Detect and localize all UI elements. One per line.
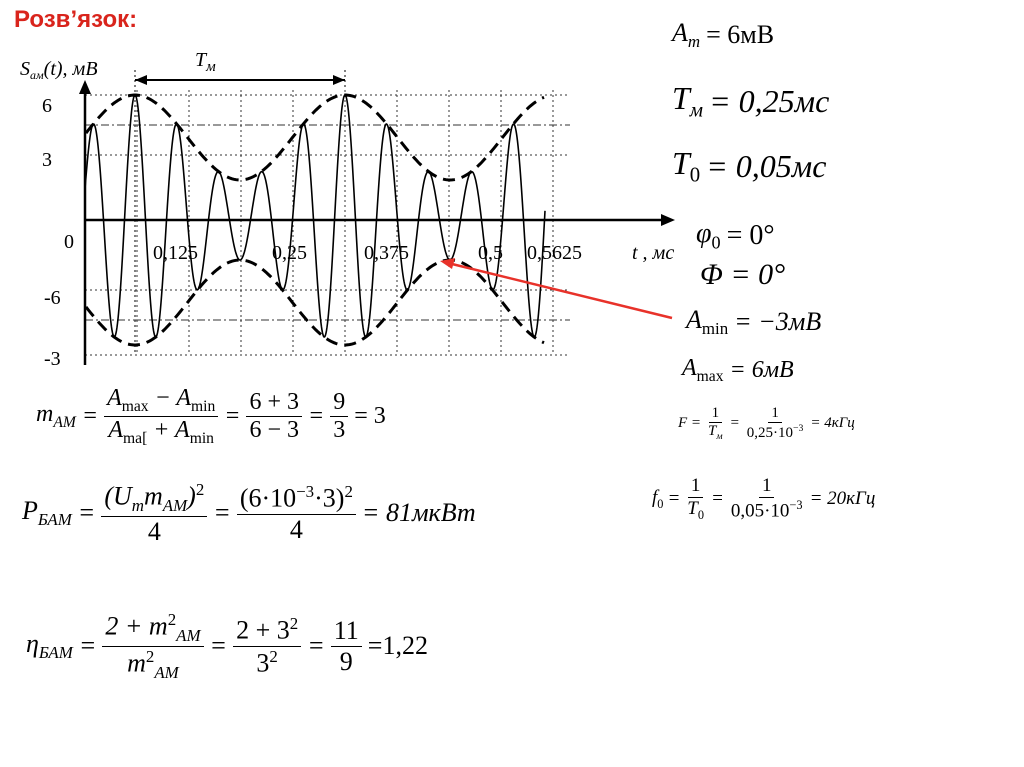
title: Розв’язок: [14, 6, 138, 33]
y-arrow [79, 80, 91, 94]
signal [84, 93, 546, 338]
envelope [84, 258, 545, 347]
formula: Tм = 0,25мс [672, 80, 830, 122]
y-label: Sам(t), мВ [20, 58, 98, 82]
y-tick-label: -3 [44, 348, 61, 370]
formula: ηБАМ = 2 + m2AM m2AM = 2 + 32 32 = 11 9 =1,22 [26, 610, 428, 682]
x-tick-label: 0,125 [153, 242, 198, 264]
y-tick-label: -6 [44, 287, 61, 309]
formula: Φ = 0° [700, 258, 786, 291]
plot: Sам(t), мВ Tм 6 3 0 -6 -3 0,125 0,25 0,3… [20, 49, 675, 370]
formula: F = 1 Tм = 1 0,25·10−3 = 4кГц [678, 405, 855, 442]
formula: f0 = 1 T0 = 1 0,05·10−3 = 20кГц [652, 475, 876, 522]
formula: Amax = 6мВ [682, 355, 794, 385]
y-tick-label: 6 [42, 95, 52, 117]
x-axis-label: t , мс [632, 242, 674, 264]
x-tick-label: 0,5625 [527, 242, 582, 264]
formula: φ0 = 0° [696, 218, 775, 253]
period-label: Tм [195, 49, 216, 75]
x-tick-label: 0,5 [478, 242, 503, 264]
y-tick-label: 0 [64, 231, 74, 253]
x-tick-label: 0,25 [272, 242, 307, 264]
x-arrow [661, 214, 675, 226]
formula: T0 = 0,05мс [672, 145, 827, 187]
x-tick-label: 0,375 [364, 242, 409, 264]
formula: Amin = −3мВ [686, 305, 822, 339]
formula: Am = 6мВ [672, 18, 775, 52]
envelope [84, 93, 545, 182]
y-tick-label: 3 [42, 149, 52, 171]
formula: PБАМ = (UmmAM)2 4 = (6·10−3·3)2 4 = 81мкВт [22, 480, 476, 546]
